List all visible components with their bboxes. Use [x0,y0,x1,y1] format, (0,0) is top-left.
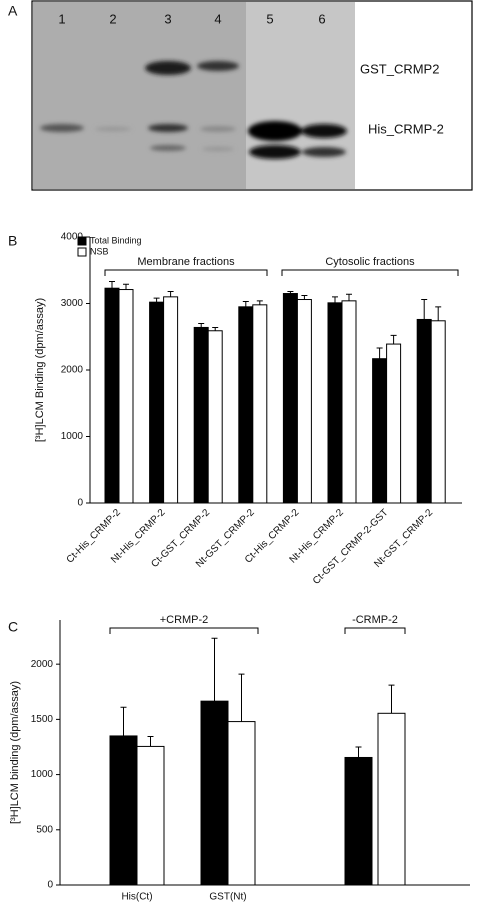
bar [296,299,312,504]
y-tick-label: 4000 [61,232,84,243]
error-bar [301,295,308,300]
panel-label: B [8,233,17,249]
bar [136,745,165,886]
panel-label: C [8,619,18,635]
lane-label: 4 [214,11,221,26]
annotation: +CRMP-2 [160,614,209,626]
bar [430,320,446,504]
bar [104,287,120,504]
bar [149,301,165,504]
y-tick-label: 2000 [61,365,84,376]
legend-label: NSB [90,246,109,256]
y-tick-label: 2000 [31,659,54,670]
error-bar [355,746,362,758]
error-bar [435,306,442,321]
error-bar [287,291,294,294]
error-bar [212,326,219,331]
lane-label: 1 [58,11,65,26]
annotation: Cytosolic fractions [325,256,415,268]
legend-label: Total Binding [90,235,142,245]
panel-label: A [8,3,18,19]
error-bar [421,299,428,320]
y-tick-label: 3000 [61,298,84,309]
bracket [281,269,459,276]
x-tick-label: His(Ct) [121,892,152,903]
bracket [109,627,259,634]
error-bar [120,706,127,736]
error-bar [346,293,352,301]
error-bar [153,297,160,303]
legend-swatch [77,247,87,257]
bracket [344,627,406,634]
error-bar [147,735,154,747]
bar [327,302,343,504]
lane-label: 2 [109,11,116,26]
lane-label: 5 [266,11,273,26]
y-tick-label: 500 [36,824,53,835]
y-tick-label: 1000 [31,769,54,780]
band-label: GST_CRMP2 [360,61,439,76]
y-tick-label: 1000 [61,431,84,442]
error-bar [109,281,115,289]
error-bar [388,684,395,714]
annotation: -CRMP-2 [352,614,398,626]
bar [207,330,223,504]
bar [200,700,229,886]
bar [282,293,298,504]
y-axis-title: [³H]LCM Binding (dpm/assay) [34,298,46,442]
error-bar [332,296,338,303]
bar [377,712,406,886]
error-bar [390,334,397,345]
y-tick-label: 0 [77,498,83,509]
bar [109,735,138,886]
error-bar [256,300,263,305]
error-bar [123,283,129,290]
gel-image [31,0,473,191]
bar [372,358,388,504]
x-tick-label: GST(Nt) [209,892,246,903]
bar [193,326,209,504]
error-bar [198,322,205,328]
bar [386,343,402,504]
error-bar [376,347,383,359]
error-bar [238,673,245,722]
bar [252,304,268,504]
lane-label: 6 [318,11,325,26]
bar [341,300,357,504]
y-tick-label: 0 [47,880,53,891]
y-axis-title: [³H]LCM binding (dpm/assay) [9,681,21,824]
bar [238,306,254,504]
bar [118,289,134,504]
bar [416,318,432,504]
band-label: His_CRMP-2 [368,121,444,136]
annotation: Membrane fractions [137,256,235,268]
legend-swatch [77,236,87,246]
bar [227,721,256,886]
error-bar [211,637,218,702]
error-bar [242,301,249,307]
bar [344,756,373,886]
lane-label: 3 [164,11,171,26]
y-tick-label: 1500 [31,714,54,725]
error-bar [167,291,174,297]
x-tick-label: Ct-GST_CRMP-2-GST [311,507,391,587]
bracket [104,269,268,276]
bar [163,296,179,504]
